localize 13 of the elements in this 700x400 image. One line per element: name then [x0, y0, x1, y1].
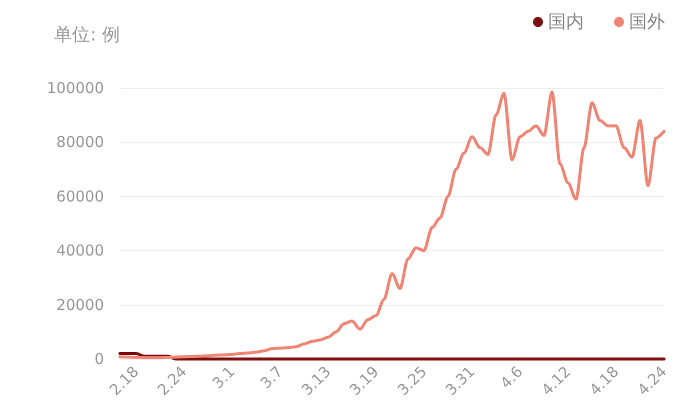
line-series	[118, 90, 666, 360]
y-tick-label: 80000	[56, 133, 104, 152]
y-axis-title: 单位: 例	[54, 24, 120, 46]
y-tick-label: 40000	[56, 242, 104, 260]
legend-label: 国内	[548, 12, 584, 32]
x-tick-label: 3.7	[256, 362, 286, 392]
x-tick-label: 4.6	[496, 362, 526, 392]
y-tick-label: 20000	[56, 296, 104, 314]
y-tick-label: 0	[94, 350, 104, 368]
y-tick-label: 60000	[56, 187, 104, 206]
y-tick-label: 100000	[46, 79, 104, 97]
x-tick-label: 3.1	[208, 362, 238, 392]
legend-label: 国外	[629, 12, 665, 32]
